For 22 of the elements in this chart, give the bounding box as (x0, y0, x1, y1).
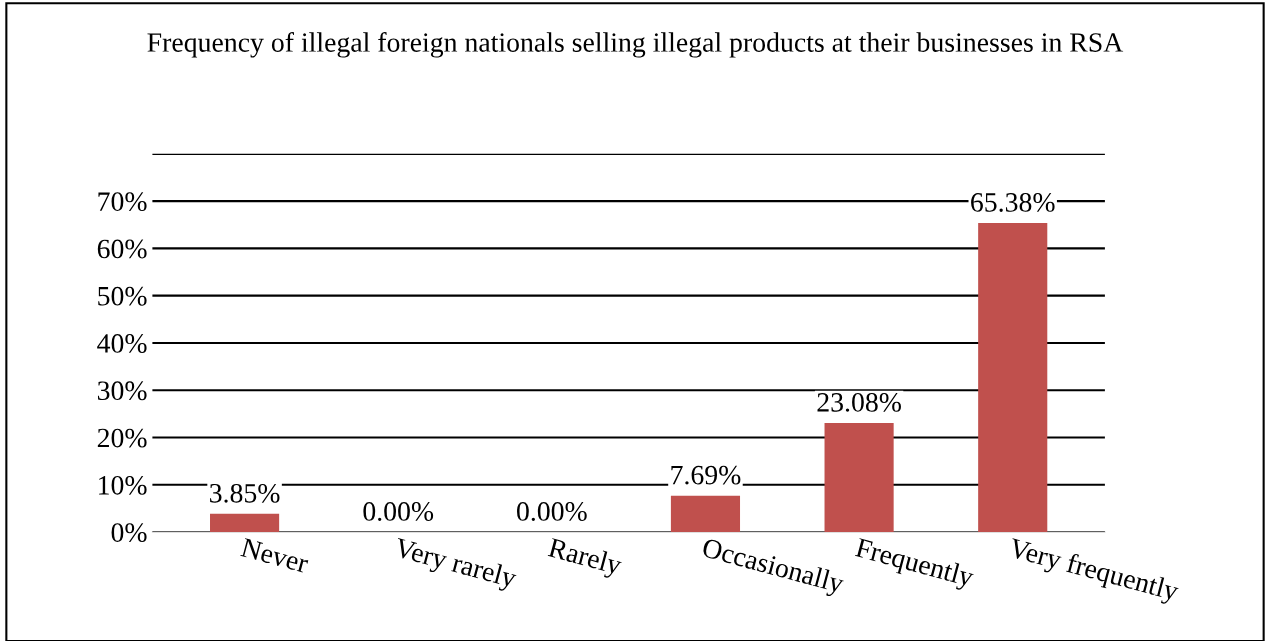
y-tick-label: 50% (98, 286, 147, 306)
y-tick-label: 30% (97, 381, 147, 401)
x-tick-label: Never (240, 538, 310, 574)
data-label: 3.85% (210, 483, 280, 503)
data-label: 7.69% (671, 465, 741, 485)
x-tick-label: Rarely (546, 537, 624, 581)
bar (670, 495, 741, 533)
bar (210, 513, 280, 533)
bar (824, 422, 894, 533)
y-tick-label: 60% (97, 239, 147, 259)
data-label: 0.00% (363, 502, 434, 521)
y-tick-label: 0% (111, 523, 147, 543)
y-tick-label: 10% (99, 475, 147, 495)
data-label: 65.38% (971, 193, 1055, 212)
bar (978, 222, 1048, 533)
y-tick-label: 40% (97, 334, 147, 353)
x-tick-label: Very rarely (391, 536, 519, 594)
chart-title: Frequency of illegal foreign nationals selling illegal products at their businesses in RSA (147, 32, 1124, 58)
data-label: 23.08% (817, 392, 901, 412)
y-tick-label: 70% (98, 192, 147, 212)
y-tick-label: 20% (97, 428, 147, 448)
data-label: 0.00% (517, 502, 587, 521)
